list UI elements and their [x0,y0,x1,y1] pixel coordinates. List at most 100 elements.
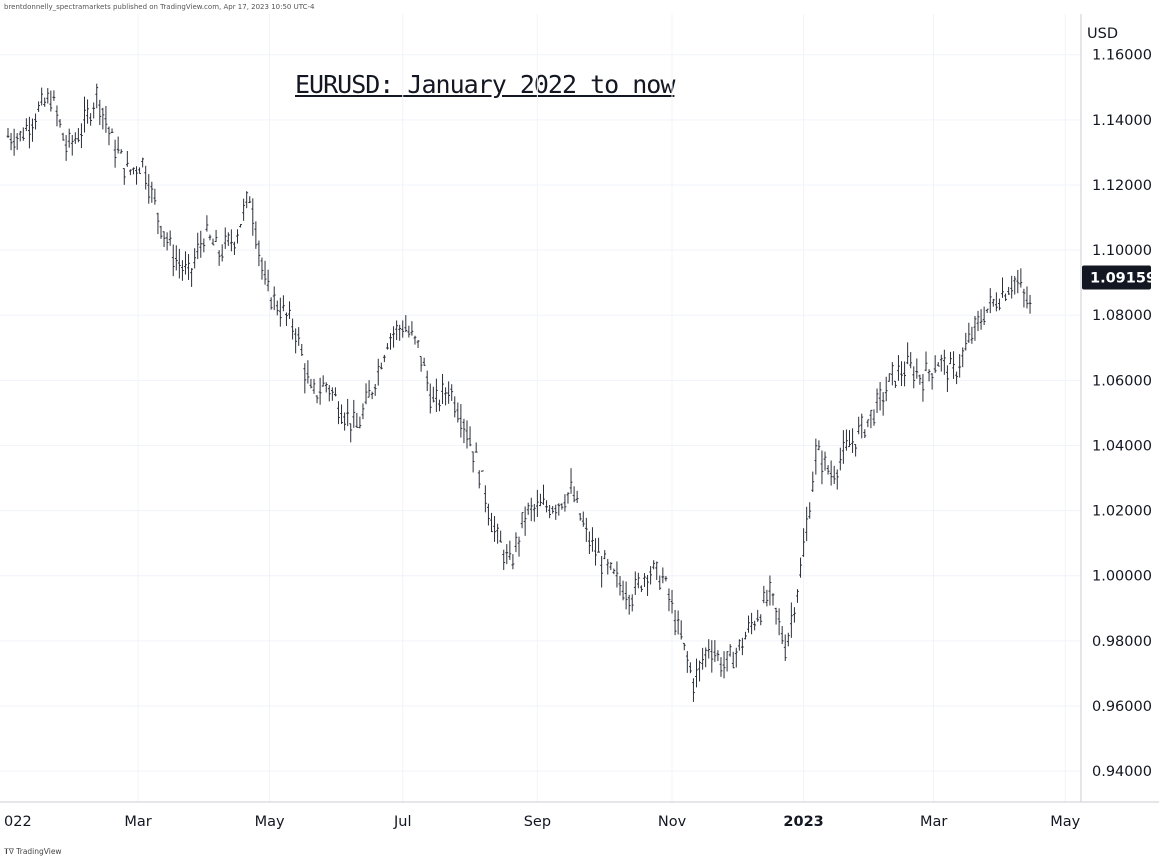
ohlc-bar [688,662,692,674]
x-tick-label: Mar [124,814,151,830]
ohlc-bar [125,150,129,167]
ohlc-bar [245,191,249,209]
ohlc-bar [441,373,444,405]
ohlc-bar [477,470,481,489]
ohlc-bar [912,366,916,389]
ohlc-bar [196,232,200,260]
currency-label: USD [1087,26,1118,42]
ohlc-bar [799,557,802,578]
ohlc-bar [487,503,490,526]
ohlc-bar [887,373,891,382]
ohlc-bar [759,614,763,626]
ohlc-bar [900,361,903,387]
time-axis[interactable]: 022 Mar May Jul Sep Nov 2023 Mar May [4,814,1081,830]
ohlc-bar [918,374,922,385]
ohlc-bar [588,531,591,555]
ohlc-bar [67,128,71,148]
ohlc-bar [551,505,555,514]
ohlc-bar [257,240,261,267]
ohlc-bar [624,581,628,610]
ohlc-bar [976,310,980,332]
ohlc-bar [199,230,203,258]
ohlc-bar [315,395,319,404]
ohlc-bar [86,99,89,124]
ohlc-bar [278,297,282,327]
y-tick-label: 1.04000 [1092,438,1152,454]
ohlc-bar [581,511,585,527]
ohlc-bar [376,358,380,386]
ohlc-bar [875,388,879,413]
ohlc-bar [379,362,383,370]
ohlc-bar [1007,286,1011,295]
ohlc-bar [575,490,579,504]
ohlc-bar [159,225,163,239]
ohlc-bar [46,88,50,104]
ohlc-bar [707,639,711,659]
ohlc-bar [961,347,965,368]
ohlc-bar [135,166,138,185]
ohlc-bar [275,300,279,316]
ohlc-bar [453,396,457,418]
ohlc-bar [646,574,649,596]
ohlc-bar [76,127,80,143]
ohlc-bar [572,486,576,503]
ohlc-bar [367,380,371,398]
ohlc-bar [208,234,212,241]
tradingview-logo[interactable]: 𝐓∇ TradingView [4,847,62,857]
ohlc-bar [282,295,285,312]
ohlc-bar [716,650,720,662]
ohlc-bar [520,512,524,529]
ohlc-bar [37,101,40,112]
ohlc-bar [915,358,919,379]
ohlc-bar [330,387,334,401]
tradingview-logo-icon: 𝐓∇ [4,847,14,856]
price-axis[interactable]: 1.16000 1.14000 1.12000 1.10000 1.08000 1.060… [1092,48,1152,780]
ohlc-bar [156,212,160,235]
ohlc-bar [306,360,310,384]
ohlc-bar [419,355,423,372]
ohlc-bar [692,678,695,702]
ohlc-bar [973,316,977,341]
ohlc-bar [545,500,548,513]
ohlc-bar [909,352,913,369]
ohlc-bar [398,324,402,341]
ohlc-bar [569,468,573,494]
ohlc-bar [597,537,600,553]
ohlc-bar [138,167,141,175]
x-tick-label: 2023 [783,814,823,830]
ohlc-bar [679,620,683,640]
ohlc-bar [808,502,812,519]
ohlc-bar [324,382,328,393]
ohlc-bar [318,377,322,405]
ohlc-bar [220,244,224,262]
ohlc-bar [107,126,111,146]
ohlc-bar [226,232,230,246]
ohlc-bar [851,428,854,454]
ohlc-bar [526,502,530,515]
ohlc-bar [652,560,656,570]
ohlc-bar [636,572,640,589]
ohlc-bar [272,286,276,311]
ohlc-bar [927,369,931,382]
last-price-badge: 1.09159 [1082,265,1156,290]
ohlc-bar [826,465,830,475]
ohlc-bar [242,198,246,221]
ohlc-bar [955,371,958,385]
ohlc-bar [710,640,714,673]
ohlc-bar [845,429,848,451]
y-tick-label: 1.02000 [1092,504,1152,520]
ohlc-bar [129,169,132,176]
ohlc-bar [514,532,518,553]
ohlc-bar [903,361,906,387]
ohlc-bar [890,362,894,386]
ohlc-bar [15,133,19,150]
publisher-note: brentdonnelly_spectramarkets published o… [4,3,315,11]
ohlc-bar [728,644,732,657]
ohlc-bar [435,378,438,412]
ohlc-bar [505,544,509,565]
ohlc-bar [630,594,634,612]
ohlc-bar [765,589,769,607]
ohlc-bar [747,615,750,633]
ohlc-bar [753,620,757,631]
